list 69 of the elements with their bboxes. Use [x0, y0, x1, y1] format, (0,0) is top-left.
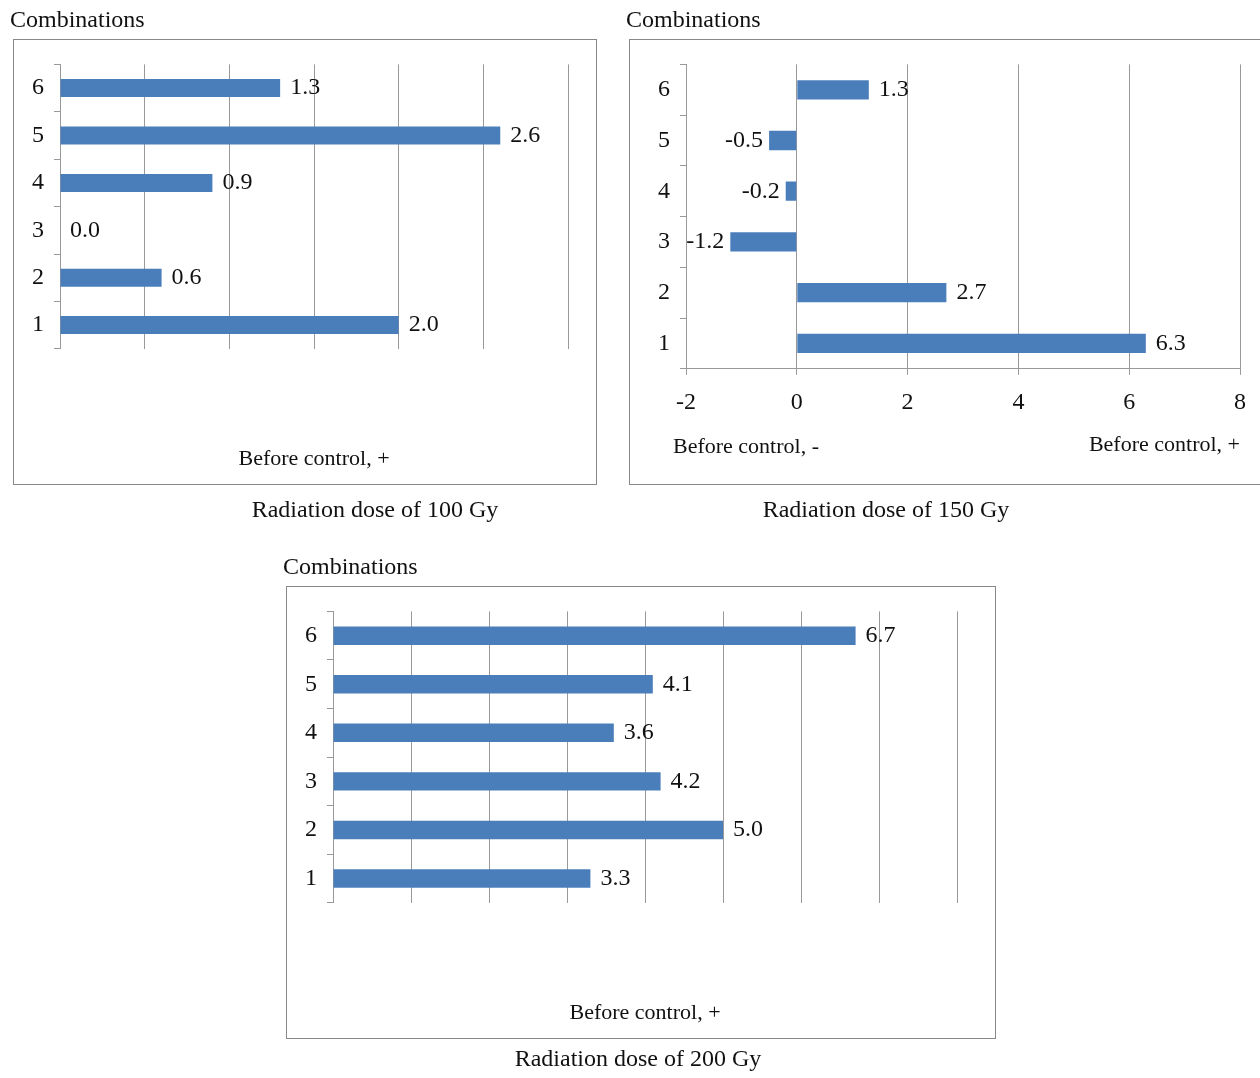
bar: [60, 173, 213, 192]
y-tick-label: 6: [658, 75, 670, 102]
bar: [333, 626, 856, 645]
data-label: 0.0: [70, 215, 100, 242]
data-label: 0.9: [222, 168, 253, 195]
text: Before control, -: [673, 432, 819, 458]
bar: [769, 130, 797, 151]
data-label: -0.2: [741, 176, 780, 203]
y-tick-label: 2: [32, 263, 44, 289]
x-tick-label: 8: [1234, 388, 1246, 415]
bar: [730, 232, 797, 252]
x-tick-label: 4: [1012, 388, 1025, 415]
y-tick-label: 2: [305, 815, 317, 842]
y-tick-label: 1: [658, 328, 670, 355]
bar: [797, 283, 947, 303]
y-tick-label: 6: [305, 620, 317, 647]
data-label: 3.3: [600, 863, 631, 890]
x-axis-title: Before control, +: [1088, 430, 1240, 456]
y-axis-title: Combinations: [626, 6, 761, 33]
bar: [333, 820, 723, 840]
y-tick-label: 4: [32, 168, 44, 195]
text: Radiation dose of 100 Gy: [250, 496, 500, 523]
y-axis-title: Combinations: [10, 6, 145, 33]
data-label: 5.0: [733, 815, 763, 842]
y-axis-title: Combinations: [283, 553, 418, 580]
y-tick-label: 3: [32, 215, 44, 242]
bar: [797, 80, 869, 100]
bar: [333, 675, 653, 694]
x-axis-title: Before control, +: [238, 444, 390, 470]
x-tick-label: -2: [676, 388, 696, 415]
bar: [333, 723, 614, 743]
y-tick-label: 1: [305, 863, 317, 890]
y-tick-label: 4: [658, 176, 670, 203]
data-label: 6.7: [865, 620, 896, 647]
data-label: 2.6: [510, 120, 541, 147]
data-label: 4.2: [670, 766, 701, 793]
data-label: 2.0: [408, 310, 439, 337]
x-tick-label: 6: [1123, 388, 1136, 415]
bar: [60, 126, 501, 145]
bar: [333, 869, 591, 888]
y-tick-label: 4: [305, 718, 317, 745]
bar: [60, 316, 399, 335]
x-tick-label: 2: [901, 388, 914, 415]
data-label: 2.7: [956, 278, 987, 304]
bar: [60, 79, 281, 98]
y-tick-label: 6: [32, 73, 44, 100]
y-tick-label: 5: [305, 669, 317, 696]
y-tick-label: 5: [658, 125, 670, 152]
y-tick-label: 2: [658, 278, 670, 304]
bar: [797, 333, 1146, 354]
bar: [333, 772, 661, 791]
y-tick-label: 1: [32, 310, 44, 337]
data-label: 3.6: [623, 718, 654, 745]
data-label: 1.3: [878, 75, 909, 102]
text: Radiation dose of 150 Gy: [761, 496, 1011, 523]
data-label: -1.2: [686, 227, 725, 254]
bar: [785, 181, 797, 201]
data-label: 0.6: [171, 263, 202, 289]
x-tick-label: 0: [790, 388, 803, 415]
data-label: 6.3: [1155, 328, 1186, 355]
data-label: 4.1: [662, 669, 693, 696]
data-label: 1.3: [290, 73, 321, 100]
y-tick-label: 3: [658, 227, 670, 254]
x-axis-title: Before control, +: [569, 998, 721, 1024]
bar: [60, 268, 162, 287]
y-tick-label: 5: [32, 120, 44, 147]
text: Radiation dose of 200 Gy: [513, 1045, 763, 1072]
data-label: -0.5: [725, 125, 764, 152]
y-tick-label: 3: [305, 766, 317, 793]
